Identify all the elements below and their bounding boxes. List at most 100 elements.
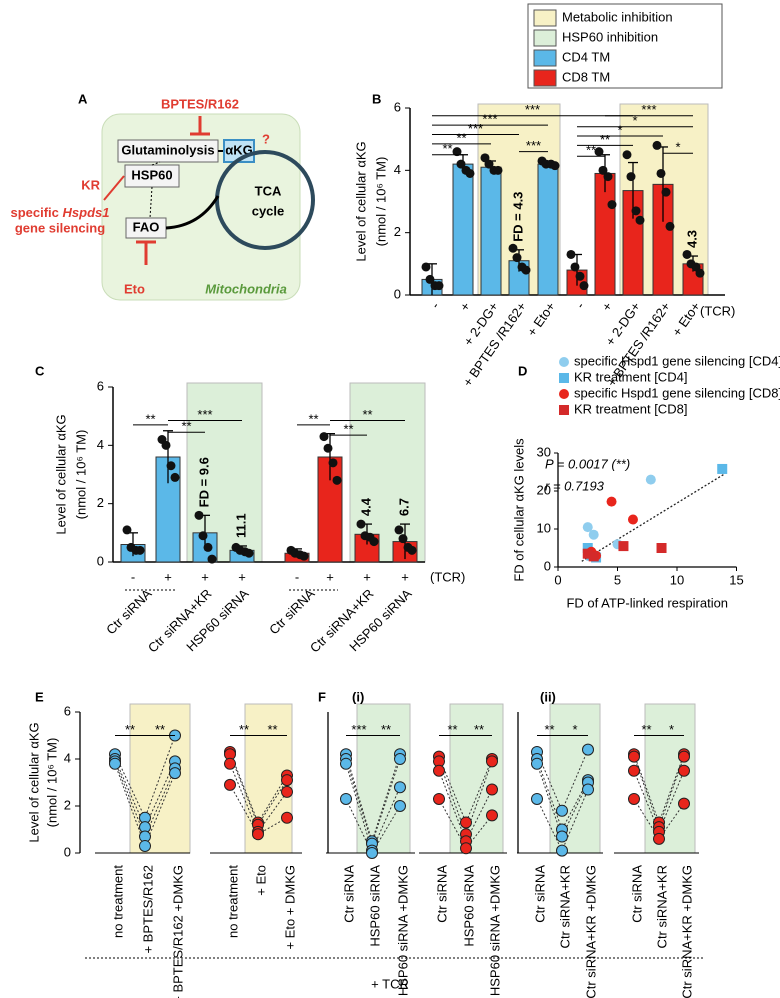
- panel-letter: E: [35, 689, 44, 704]
- arrow: [149, 186, 153, 219]
- data-point: [135, 545, 145, 555]
- data-point: [224, 778, 236, 791]
- legend-label: HSP60 inhibition: [562, 29, 658, 44]
- data-point: [169, 767, 181, 780]
- subpanel-label: (ii): [540, 689, 556, 704]
- panel-letter: F: [318, 689, 326, 704]
- paired-line: [633, 756, 685, 829]
- node-label: FAO: [133, 219, 160, 234]
- arrow: [151, 161, 161, 166]
- y-axis-label: (nmol / 10⁶ TM): [44, 738, 59, 828]
- data-point: [433, 792, 445, 805]
- data-point: [582, 522, 593, 533]
- data-point: [122, 525, 132, 535]
- inhibitor-label: Eto: [124, 281, 145, 296]
- significance-label: **: [586, 143, 596, 158]
- inhibitor-line: [103, 175, 125, 201]
- x-tick-label: HSP60 siRNA: [367, 865, 382, 947]
- data-point: [678, 764, 690, 777]
- paired-line: [345, 798, 401, 855]
- data-point: [281, 785, 293, 798]
- panel-a: A BPTES/R162 Glutaminolysis αKG ? TCA cy…: [10, 91, 315, 301]
- data-point: [656, 543, 667, 553]
- legend-box: [527, 3, 723, 89]
- arrow: [165, 195, 220, 230]
- data-point: [656, 168, 666, 178]
- paired-line: [229, 751, 288, 824]
- x-tick-label: HSP60 siRNA +DMKG: [395, 865, 410, 996]
- bar: [537, 163, 559, 296]
- paired-line: [438, 756, 493, 824]
- data-point: [486, 809, 498, 822]
- paired-line: [345, 763, 401, 853]
- label-part: Hspds1: [63, 205, 110, 220]
- data-point: [407, 545, 417, 555]
- data-point: [281, 811, 293, 824]
- x-tick-label: + BPTES/R162 +DMKG: [170, 865, 185, 998]
- x-tick-label: +: [401, 569, 409, 584]
- x-tick-label: -: [131, 569, 135, 584]
- data-point: [622, 150, 632, 160]
- subpanel-label: (i): [352, 689, 364, 704]
- y-tick-label: 10: [537, 520, 551, 535]
- data-point: [678, 750, 690, 763]
- y-axis-label: Level of cellular αKG: [353, 141, 368, 261]
- data-point: [398, 534, 408, 544]
- tcr-label: (TCR): [700, 303, 735, 318]
- data-point: [244, 548, 254, 558]
- x-tick-label: +: [326, 569, 334, 584]
- data-point: [394, 800, 406, 812]
- data-point: [575, 271, 585, 281]
- data-point: [394, 753, 406, 765]
- legend-swatch: [533, 69, 557, 87]
- x-tick-label: Ctr siRNA: [434, 865, 449, 923]
- tcr-label: (TCR): [430, 569, 465, 584]
- y-tick-label: 2: [64, 797, 71, 812]
- data-point: [695, 268, 705, 278]
- label-part: specific: [10, 205, 58, 220]
- x-tick-label: + Eto: [253, 865, 268, 896]
- data-point: [512, 253, 522, 263]
- x-tick-label: Ctr siRNA: [629, 865, 644, 923]
- significance-label: ***: [468, 121, 483, 136]
- paired-line: [438, 770, 493, 843]
- paired-line: [536, 749, 589, 812]
- y-axis-label: (nmol / 10⁶ TM): [373, 157, 388, 247]
- significance-label: **: [447, 722, 457, 737]
- significance-label: *: [632, 113, 637, 128]
- data-point: [550, 161, 560, 171]
- data-point: [109, 757, 121, 770]
- significance-label: **: [381, 722, 391, 737]
- data-point: [166, 461, 176, 471]
- panel-letter: C: [35, 363, 45, 378]
- x-tick-label: 0: [554, 572, 561, 587]
- data-point: [139, 839, 151, 852]
- inhibitor-label: BPTES/R162: [161, 96, 239, 111]
- data-point: [645, 474, 656, 485]
- y-axis-label: FD of cellular αKG levels: [511, 438, 526, 582]
- x-axis-label: FD of ATP-linked respiration: [566, 595, 728, 610]
- panel-letter: B: [372, 91, 381, 106]
- legend-label: CD8 TM: [562, 69, 610, 84]
- data-point: [323, 443, 333, 453]
- inhibitor-label: KR: [81, 177, 100, 192]
- data-point: [340, 757, 352, 770]
- x-tick-label: +: [238, 569, 246, 584]
- y-tick-label: 0: [394, 286, 401, 301]
- data-point: [433, 764, 445, 777]
- y-axis-label: (nmol / 10⁶ TM): [73, 430, 88, 520]
- data-point: [556, 830, 568, 843]
- data-point: [627, 514, 638, 525]
- significance-label: **: [456, 130, 466, 145]
- data-point: [588, 529, 599, 540]
- data-point: [456, 159, 466, 169]
- data-point: [332, 475, 342, 485]
- legend-label: CD4 TM: [562, 49, 610, 64]
- y-axis-label: Level of cellular αKG: [26, 722, 41, 842]
- x-tick-label: +: [363, 569, 371, 584]
- data-point: [319, 432, 329, 442]
- data-point: [607, 200, 617, 210]
- legend-marker: [559, 405, 569, 415]
- paired-line: [114, 763, 176, 848]
- x-tick-label: Ctr siRNA+KR +DMKG: [583, 865, 598, 998]
